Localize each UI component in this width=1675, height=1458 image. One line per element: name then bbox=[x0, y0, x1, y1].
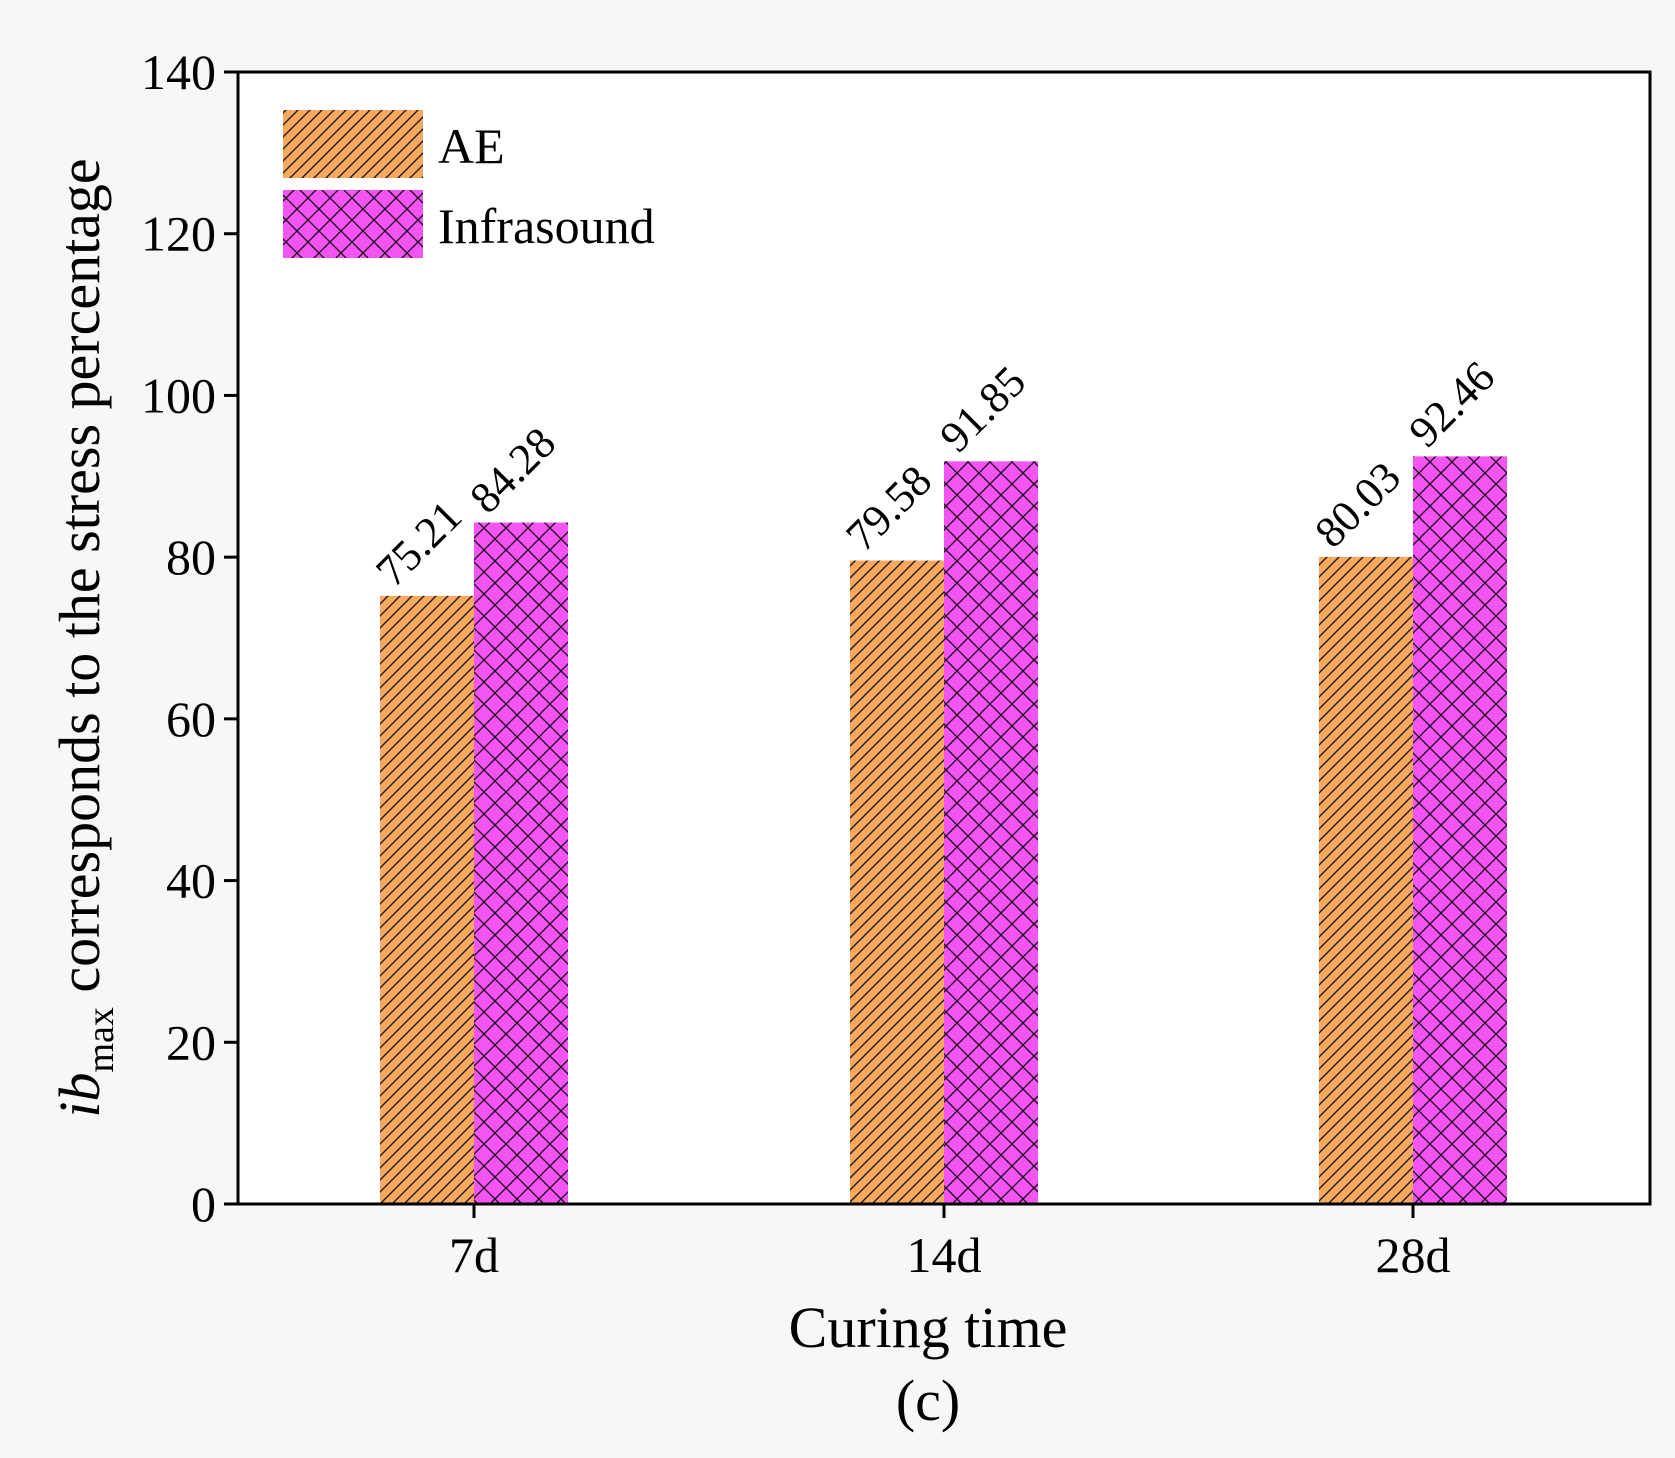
bar-hatch-infrasound-28d bbox=[1413, 456, 1507, 1204]
legend: AE Infrasound bbox=[283, 110, 655, 258]
y-axis-title-subscript: max bbox=[80, 1007, 122, 1072]
y-tick-label-100: 100 bbox=[141, 367, 216, 423]
bar-hatch-infrasound-14d bbox=[944, 461, 1038, 1204]
bar-hatch-ae-14d bbox=[850, 560, 944, 1204]
y-axis-title-rest: corresponds to the stress percentage bbox=[47, 158, 112, 1007]
y-tick-label-40: 40 bbox=[166, 853, 216, 909]
bar-hatch-infrasound-7d bbox=[474, 522, 568, 1204]
x-tick-label-14d: 14d bbox=[907, 1227, 982, 1283]
y-tick-label-20: 20 bbox=[166, 1014, 216, 1070]
y-axis-title: ibmax corresponds to the stress percenta… bbox=[47, 158, 122, 1117]
y-axis-title-ib: ib bbox=[47, 1073, 112, 1118]
y-tick-label-60: 60 bbox=[166, 691, 216, 747]
legend-swatch-infrasound-hatch bbox=[283, 190, 423, 258]
bar-hatch-ae-28d bbox=[1319, 556, 1413, 1204]
bar-hatch-ae-7d bbox=[380, 595, 474, 1204]
y-tick-label-140: 140 bbox=[141, 44, 216, 100]
bars-layer bbox=[380, 456, 1507, 1204]
legend-swatch-ae-hatch bbox=[283, 110, 423, 178]
y-tick-label-120: 120 bbox=[141, 206, 216, 262]
legend-label-infrasound: Infrasound bbox=[438, 198, 655, 254]
y-tick-label-80: 80 bbox=[166, 529, 216, 585]
x-axis: 7d 14d 28d bbox=[449, 1204, 1451, 1283]
legend-label-ae: AE bbox=[438, 118, 505, 174]
y-axis: 0 20 40 60 80 100 120 140 bbox=[141, 44, 238, 1232]
x-axis-title: Curing time bbox=[789, 1295, 1068, 1360]
y-tick-label-0: 0 bbox=[191, 1176, 216, 1232]
x-tick-label-7d: 7d bbox=[449, 1227, 499, 1283]
figure-caption: (c) bbox=[896, 1368, 960, 1433]
x-tick-label-28d: 28d bbox=[1376, 1227, 1451, 1283]
